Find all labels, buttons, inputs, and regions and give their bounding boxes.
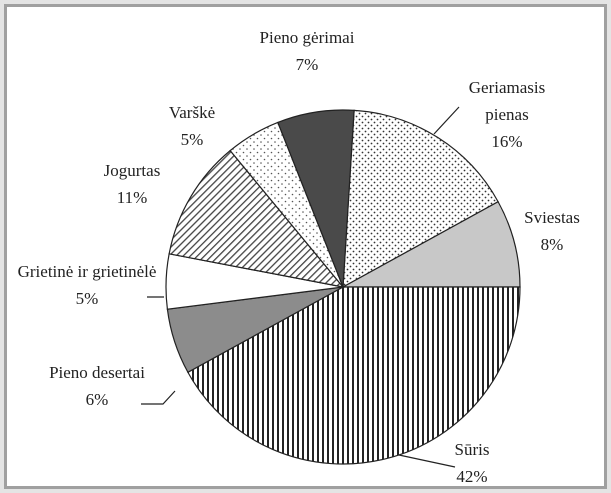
chart: [141, 106, 521, 468]
slice-label: Sūris 42%: [427, 436, 517, 490]
pie-slice: [187, 286, 521, 465]
slice-label: Pieno desertai 6%: [47, 359, 147, 413]
slice-label: Jogurtas 11%: [77, 157, 187, 211]
slice-label: Sviestas 8%: [507, 204, 597, 258]
pie-slice: [342, 200, 521, 288]
slice-label: Grietinė ir grietinėlė 5%: [17, 258, 157, 312]
category-name: Sviestas: [524, 208, 580, 227]
value-label: 11%: [116, 188, 148, 207]
leader-line: [398, 454, 456, 468]
pie-slice: [342, 109, 499, 289]
leader-lines: [141, 106, 460, 468]
slice-label: Varškė 5%: [147, 99, 237, 153]
category-name: Varškė: [168, 103, 216, 122]
pie-slice: [277, 109, 355, 288]
value-label: 42%: [456, 467, 488, 486]
slice-label: Geriamasis pienas 16%: [447, 74, 567, 155]
value-label: 7%: [295, 55, 319, 74]
pie-slice: [168, 149, 345, 288]
category-name: Pieno gėrimai: [259, 28, 355, 47]
category-name: Jogurtas: [103, 161, 161, 180]
chart-frame: Geriamasis pienas 16% Sviestas 8% Sūris 42% Pi…: [4, 4, 607, 489]
value-label: 16%: [491, 132, 523, 151]
leader-line: [433, 106, 460, 135]
category-name: Grietinė ir grietinėlė: [17, 262, 157, 281]
value-label: 5%: [180, 130, 204, 149]
value-label: 8%: [540, 235, 564, 254]
value-label: 5%: [75, 289, 99, 308]
leader-line: [141, 390, 176, 405]
category-name: Geriamasis pienas: [468, 78, 546, 124]
category-name: Pieno desertai: [49, 363, 145, 382]
category-name: Sūris: [454, 440, 490, 459]
slice-label: Pieno gėrimai 7%: [257, 24, 357, 78]
value-label: 6%: [85, 390, 109, 409]
